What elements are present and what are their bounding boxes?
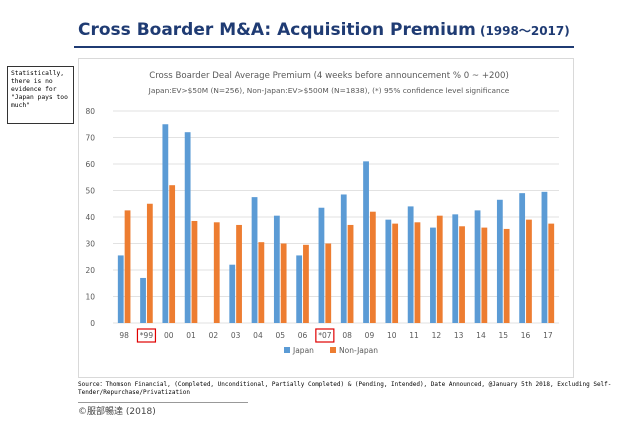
y-tick-label: 30 <box>85 240 95 249</box>
x-tick-label: 16 <box>521 331 531 340</box>
bar-japan-15 <box>452 214 459 323</box>
x-tick-label: 17 <box>543 331 553 340</box>
y-axis: 0 10 20 30 40 50 60 70 80 <box>85 107 95 328</box>
bar-japan-16 <box>474 210 481 323</box>
chart-subtitle: Japan:EV>$50M (N=256), Non-Japan:EV>$500… <box>148 86 510 95</box>
highlight-box <box>315 328 335 343</box>
legend-label: Japan <box>292 346 314 355</box>
bar-japan-14 <box>430 227 436 323</box>
chart-frame: Cross Boarder Deal Average Premium (4 we… <box>78 58 574 378</box>
x-tick-label: 03 <box>231 331 241 340</box>
y-tick-label: 40 <box>85 213 95 222</box>
bar-non-japan-18 <box>526 219 532 323</box>
bar-japan-9 <box>318 207 325 323</box>
page-title-main: Cross Boarder M&A: Acquisition Premium <box>78 20 476 40</box>
bar-non-japan-19 <box>548 223 555 323</box>
y-tick-label: 60 <box>85 160 95 169</box>
bar-japan-18 <box>519 193 526 323</box>
bar-non-japan-15 <box>459 226 465 323</box>
x-tick-label: 08 <box>342 331 352 340</box>
bar-japan-19 <box>541 191 548 323</box>
bar-japan-13 <box>407 206 414 323</box>
gridlines <box>113 110 559 324</box>
bar-japan-5 <box>229 264 236 323</box>
x-tick-label: 00 <box>164 331 174 340</box>
x-tick-label: *07 <box>318 331 332 340</box>
bar-non-japan-8 <box>303 244 309 323</box>
y-tick-label: 50 <box>85 187 95 196</box>
bars <box>117 124 555 323</box>
y-tick-label: 10 <box>85 293 95 302</box>
x-tick-label: 98 <box>119 331 129 340</box>
bar-japan-2 <box>162 124 169 323</box>
bar-japan-3 <box>184 132 191 323</box>
premium-bar-chart: Cross Boarder Deal Average Premium (4 we… <box>85 71 559 355</box>
bar-japan-6 <box>251 197 258 323</box>
legend-swatch <box>284 347 290 353</box>
copyright: ©服部暢達 (2018) <box>78 407 156 417</box>
highlight-box <box>136 328 157 343</box>
bar-non-japan-5 <box>236 224 242 323</box>
chart-title: Cross Boarder Deal Average Premium (4 we… <box>149 71 509 81</box>
bar-non-japan-2 <box>169 185 176 323</box>
x-tick-label: 02 <box>209 331 219 340</box>
bar-japan-8 <box>296 255 303 323</box>
x-tick-label: 01 <box>186 331 196 340</box>
y-tick-label: 0 <box>90 319 95 328</box>
y-tick-label: 20 <box>85 266 95 275</box>
legend-swatch <box>330 347 336 353</box>
bar-japan-0 <box>117 255 124 323</box>
x-tick-label: 09 <box>365 331 375 340</box>
bar-japan-11 <box>363 161 369 323</box>
bar-japan-10 <box>340 194 347 323</box>
bar-non-japan-14 <box>436 215 443 323</box>
x-tick-label: 14 <box>476 331 486 340</box>
x-tick-label: 05 <box>275 331 285 340</box>
x-tick-label: 15 <box>498 331 508 340</box>
bar-non-japan-13 <box>414 222 421 323</box>
x-tick-label: 13 <box>454 331 464 340</box>
bar-non-japan-0 <box>124 210 131 323</box>
x-tick-label: 11 <box>409 331 419 340</box>
bar-non-japan-9 <box>325 243 332 323</box>
bar-non-japan-10 <box>347 224 354 323</box>
bar-non-japan-11 <box>369 211 376 323</box>
annotation-note: Statistically, there is no evidence for … <box>7 66 74 124</box>
x-tick-label: 04 <box>253 331 263 340</box>
bar-non-japan-3 <box>191 220 198 323</box>
page-title-years: (1998～2017) <box>475 24 570 38</box>
x-tick-label: 10 <box>387 331 397 340</box>
bar-non-japan-17 <box>503 228 510 323</box>
bar-non-japan-12 <box>392 223 399 323</box>
legend: Japan Non-Japan <box>284 346 378 355</box>
title-underline <box>74 46 574 48</box>
source-note: Source：Thomson Financial, (Completed, Un… <box>78 381 612 396</box>
footer-divider <box>78 402 248 403</box>
bar-japan-12 <box>385 219 392 323</box>
y-tick-label: 80 <box>85 107 95 116</box>
y-tick-label: 70 <box>85 134 95 143</box>
bar-non-japan-6 <box>258 242 265 323</box>
x-tick-label: 06 <box>298 331 308 340</box>
bar-non-japan-1 <box>146 203 153 323</box>
bar-non-japan-7 <box>280 243 287 323</box>
x-axis: 98 *99 00 01 02 03 04 05 06 *07 08 09 10 11 12 13 14 15 16… <box>119 328 553 343</box>
legend-label: Non-Japan <box>339 346 378 355</box>
x-tick-label: 12 <box>432 331 442 340</box>
page-title: Cross Boarder M&A: Acquisition Premium (… <box>78 20 570 40</box>
bar-japan-1 <box>140 277 146 323</box>
x-tick-label: *99 <box>140 331 154 340</box>
bar-japan-17 <box>496 199 503 323</box>
bar-non-japan-4 <box>213 222 220 323</box>
bar-japan-7 <box>273 215 280 323</box>
bar-non-japan-16 <box>481 227 488 323</box>
